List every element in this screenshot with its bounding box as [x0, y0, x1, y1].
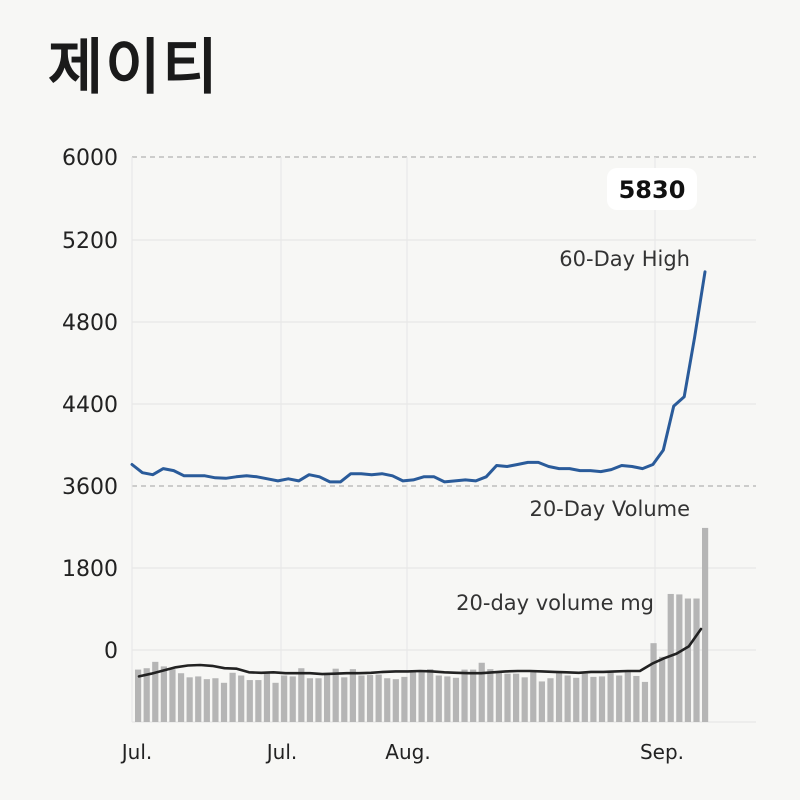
- x-tick-label: Aug.: [385, 740, 430, 764]
- volume-bar: [598, 676, 606, 722]
- volume-bar: [427, 669, 434, 722]
- volume-bar: [375, 674, 382, 722]
- volume-bar: [487, 669, 494, 722]
- volume-bar: [444, 676, 451, 722]
- x-tick-label: Sep.: [640, 740, 684, 764]
- volume-ma-layer: [137, 627, 703, 678]
- volume-bar: [607, 672, 614, 722]
- volume-bar: [324, 673, 331, 722]
- volume-bar: [315, 678, 322, 722]
- volume-bar: [306, 678, 314, 722]
- volume-bar: [272, 682, 279, 722]
- volume-bar: [212, 678, 219, 722]
- labels-layer: 6000 5200 4800 4400 3600 1800 0 Jul. Jul. Aug. Sep…: [62, 146, 697, 764]
- volume-bar: [401, 676, 408, 722]
- volume-bar: [366, 675, 374, 722]
- volume-bar: [478, 662, 485, 722]
- volume-bar: [504, 673, 511, 722]
- volume-bar: [693, 598, 700, 722]
- volume-bar: [143, 668, 150, 722]
- volume-bar: [349, 669, 356, 722]
- volume-bar: [263, 672, 271, 722]
- volume-bar: [538, 681, 545, 722]
- twenty-day-volume-label: 20-Day Volume: [529, 497, 690, 521]
- volume-bar: [470, 669, 477, 722]
- volume-bar: [676, 594, 683, 722]
- volume-bar: [169, 669, 176, 722]
- volume-bar: [298, 668, 305, 722]
- price-layer: [130, 270, 707, 484]
- volume-bar: [281, 675, 288, 722]
- y-tick-label: 3600: [62, 475, 118, 500]
- volume-bar: [409, 671, 417, 722]
- volume-bar: [684, 598, 692, 722]
- high-value-box: [607, 168, 697, 210]
- y-tick-label: 4800: [62, 311, 118, 336]
- volume-bar: [152, 661, 159, 722]
- y-tick-label: 0: [104, 639, 118, 664]
- y-tick-label: 6000: [62, 146, 118, 171]
- volume-bar: [358, 675, 365, 722]
- volume-bar: [418, 671, 425, 722]
- volume-bar: [641, 681, 649, 722]
- volume-bar: [220, 682, 228, 722]
- y-tick-label: 4400: [62, 393, 118, 418]
- y-tick-label: 5200: [62, 229, 118, 254]
- volume-bar: [495, 671, 503, 722]
- volume-bar: [332, 668, 339, 722]
- grid-lines: [131, 156, 756, 723]
- y-tick-label: 1800: [62, 557, 118, 582]
- sixty-day-high-label: 60-Day High: [559, 247, 690, 271]
- volume-bar: [650, 643, 657, 722]
- x-tick-label: Jul.: [265, 740, 298, 764]
- volume-bar: [564, 675, 571, 722]
- volume-bar: [530, 670, 537, 722]
- volume-ma-line: [137, 627, 703, 678]
- volume-bar: [581, 673, 588, 722]
- volume-bar: [435, 675, 442, 722]
- high-value-label: 5830: [619, 176, 686, 204]
- volume-bar: [555, 672, 563, 722]
- volume-bars: [135, 527, 709, 722]
- volume-bar: [203, 679, 210, 722]
- volume-bar: [186, 677, 193, 722]
- volume-bar: [633, 675, 640, 722]
- volume-bar: [667, 593, 674, 722]
- volume-bar: [238, 675, 245, 722]
- volume-bar: [392, 679, 399, 722]
- volume-bar: [195, 676, 202, 722]
- volume-bar: [547, 678, 554, 722]
- chart-title: 제이티: [48, 33, 220, 103]
- volume-bar: [341, 677, 348, 722]
- x-tick-label: Jul.: [120, 740, 153, 764]
- volume-bar: [135, 669, 142, 722]
- volume-bar: [289, 676, 296, 722]
- volume-bar: [521, 677, 528, 722]
- volume-ma-label: 20-day volume mg: [456, 591, 654, 615]
- volume-bar: [461, 669, 468, 722]
- volume-bar: [160, 666, 167, 722]
- volume-bar: [573, 677, 580, 722]
- volume-bar: [229, 672, 236, 722]
- volume-bar: [659, 656, 666, 722]
- volume-bar: [624, 670, 631, 722]
- volume-bar: [452, 677, 460, 722]
- volume-bar: [246, 680, 253, 722]
- volume-bar: [513, 673, 520, 722]
- volume-bar: [590, 676, 597, 722]
- price-line: [130, 270, 707, 484]
- volume-bar: [702, 527, 709, 722]
- volume-bar: [616, 675, 623, 722]
- volume-bar: [177, 673, 185, 722]
- volume-bar: [255, 680, 262, 722]
- volume-bar: [384, 678, 391, 722]
